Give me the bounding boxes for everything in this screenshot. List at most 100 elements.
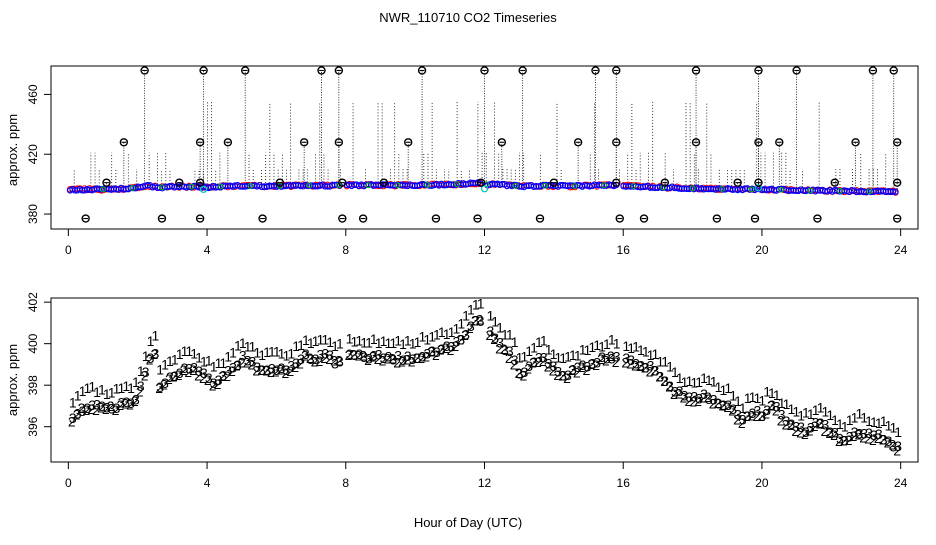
top-plot-series (66, 66, 902, 223)
series-3-marker: 3 (283, 362, 291, 378)
series-1-marker: 1 (647, 347, 655, 363)
outlier-marker (660, 178, 670, 187)
outlier-marker (892, 178, 902, 187)
series-1-marker: 1 (671, 364, 679, 380)
series-1-marker: 1 (375, 335, 383, 351)
series-2-marker: 2 (689, 394, 697, 410)
series-2-marker: 2 (320, 350, 328, 366)
series-3-marker: 3 (569, 362, 577, 378)
series-3-marker: 3 (758, 408, 766, 424)
outlier-marker (549, 178, 559, 187)
series-2-marker: 2 (485, 327, 493, 343)
series-3-marker: 3 (438, 341, 446, 357)
series-2-marker: 2 (534, 354, 542, 370)
series-1-marker: 1 (389, 335, 397, 351)
series-3-marker: 3 (88, 397, 96, 413)
series-3-marker: 3 (778, 407, 786, 423)
series-2-marker: 2 (524, 361, 532, 377)
series-1-marker: 1 (156, 362, 164, 378)
co2-green-point (100, 186, 106, 193)
series-1-marker: 1 (749, 389, 757, 405)
outlier-circle (299, 138, 309, 147)
series-2-marker: 2 (286, 363, 294, 379)
series-3-marker: 3 (632, 355, 640, 371)
series-3-marker: 3 (700, 386, 708, 402)
co2-green-point (188, 183, 195, 190)
series-3-marker: 3 (380, 350, 388, 366)
top-y-tick-label: 420 (26, 144, 40, 164)
series-3-marker: 3 (579, 357, 587, 373)
series-1-marker: 1 (632, 338, 640, 354)
series-2-marker: 2 (199, 370, 207, 386)
series-3-marker: 3 (117, 395, 125, 411)
co2-green-point (778, 186, 784, 193)
series-1-marker: 1 (622, 338, 630, 354)
series-3-marker: 3 (443, 338, 451, 354)
series-1-marker: 1 (841, 418, 849, 434)
series-1-marker: 1 (593, 337, 601, 353)
series-1-marker: 1 (656, 353, 664, 369)
series-3-marker: 3 (720, 397, 728, 413)
series-1-marker: 1 (710, 373, 718, 389)
series-3-marker: 3 (559, 368, 567, 384)
series-1-marker: 1 (336, 336, 344, 352)
series-1-marker: 1 (792, 403, 800, 419)
outlier-circle (476, 178, 486, 187)
series-1-marker: 1 (501, 326, 509, 342)
series-1-marker: 1 (287, 345, 295, 361)
series-2-marker: 2 (301, 348, 309, 364)
series-1-marker: 1 (705, 372, 713, 388)
series-3-marker: 3 (652, 363, 660, 379)
series-2-marker: 2 (296, 355, 304, 371)
series-3-marker: 3 (753, 403, 761, 419)
series-3-marker: 3 (584, 359, 592, 375)
outlier-marker (775, 138, 784, 147)
series-3-marker: 3 (108, 401, 116, 417)
outlier-circle (892, 214, 902, 223)
series-2-marker: 2 (379, 352, 387, 368)
series-2-marker: 2 (306, 350, 314, 366)
series-2-marker: 2 (500, 341, 508, 357)
series-2-marker: 2 (374, 351, 382, 367)
series-1-marker: 1 (744, 390, 752, 406)
series-1-marker: 1 (452, 320, 460, 336)
series-1-marker: 1 (297, 337, 305, 353)
series-2-marker: 2 (757, 408, 765, 424)
series-2-marker: 2 (393, 355, 401, 371)
series-3-marker: 3 (418, 348, 426, 364)
outlier-marker (591, 66, 600, 75)
series-3-marker: 3 (210, 375, 218, 391)
series-3-marker: 3 (608, 350, 616, 366)
series-3-marker: 3 (375, 346, 383, 362)
series-2-marker: 2 (568, 362, 576, 378)
series-2-marker: 2 (655, 368, 663, 384)
series-3-marker: 3 (525, 358, 533, 374)
outlier-marker (892, 138, 902, 147)
series-2-marker: 2 (471, 312, 479, 328)
series-1-marker: 1 (292, 338, 300, 354)
outlier-marker (140, 66, 149, 75)
series-3-marker: 3 (681, 387, 689, 403)
series-3-marker: 3 (384, 349, 392, 365)
series-1-marker: 1 (176, 346, 184, 362)
outlier-circle (889, 66, 898, 75)
outlier-marker (754, 178, 763, 187)
outlier-marker (612, 178, 621, 187)
series-3-marker: 3 (302, 346, 310, 362)
series-1-marker: 1 (384, 335, 392, 351)
series-1-marker: 1 (253, 345, 261, 361)
outlier-marker (195, 214, 205, 223)
series-3-marker: 3 (486, 323, 494, 339)
series-3-marker: 3 (710, 392, 718, 408)
outlier-marker (195, 138, 205, 147)
series-1-marker: 1 (195, 349, 203, 365)
series-1-marker: 1 (370, 331, 378, 347)
series-3-marker: 3 (171, 368, 179, 384)
outlier-marker (195, 178, 205, 187)
series-2-marker: 2 (820, 423, 828, 439)
series-1-marker: 1 (860, 409, 868, 425)
series-2-marker: 2 (578, 359, 586, 375)
series-1-marker: 1 (117, 380, 125, 396)
series-1-marker: 1 (802, 405, 810, 421)
outlier-marker (334, 138, 344, 147)
